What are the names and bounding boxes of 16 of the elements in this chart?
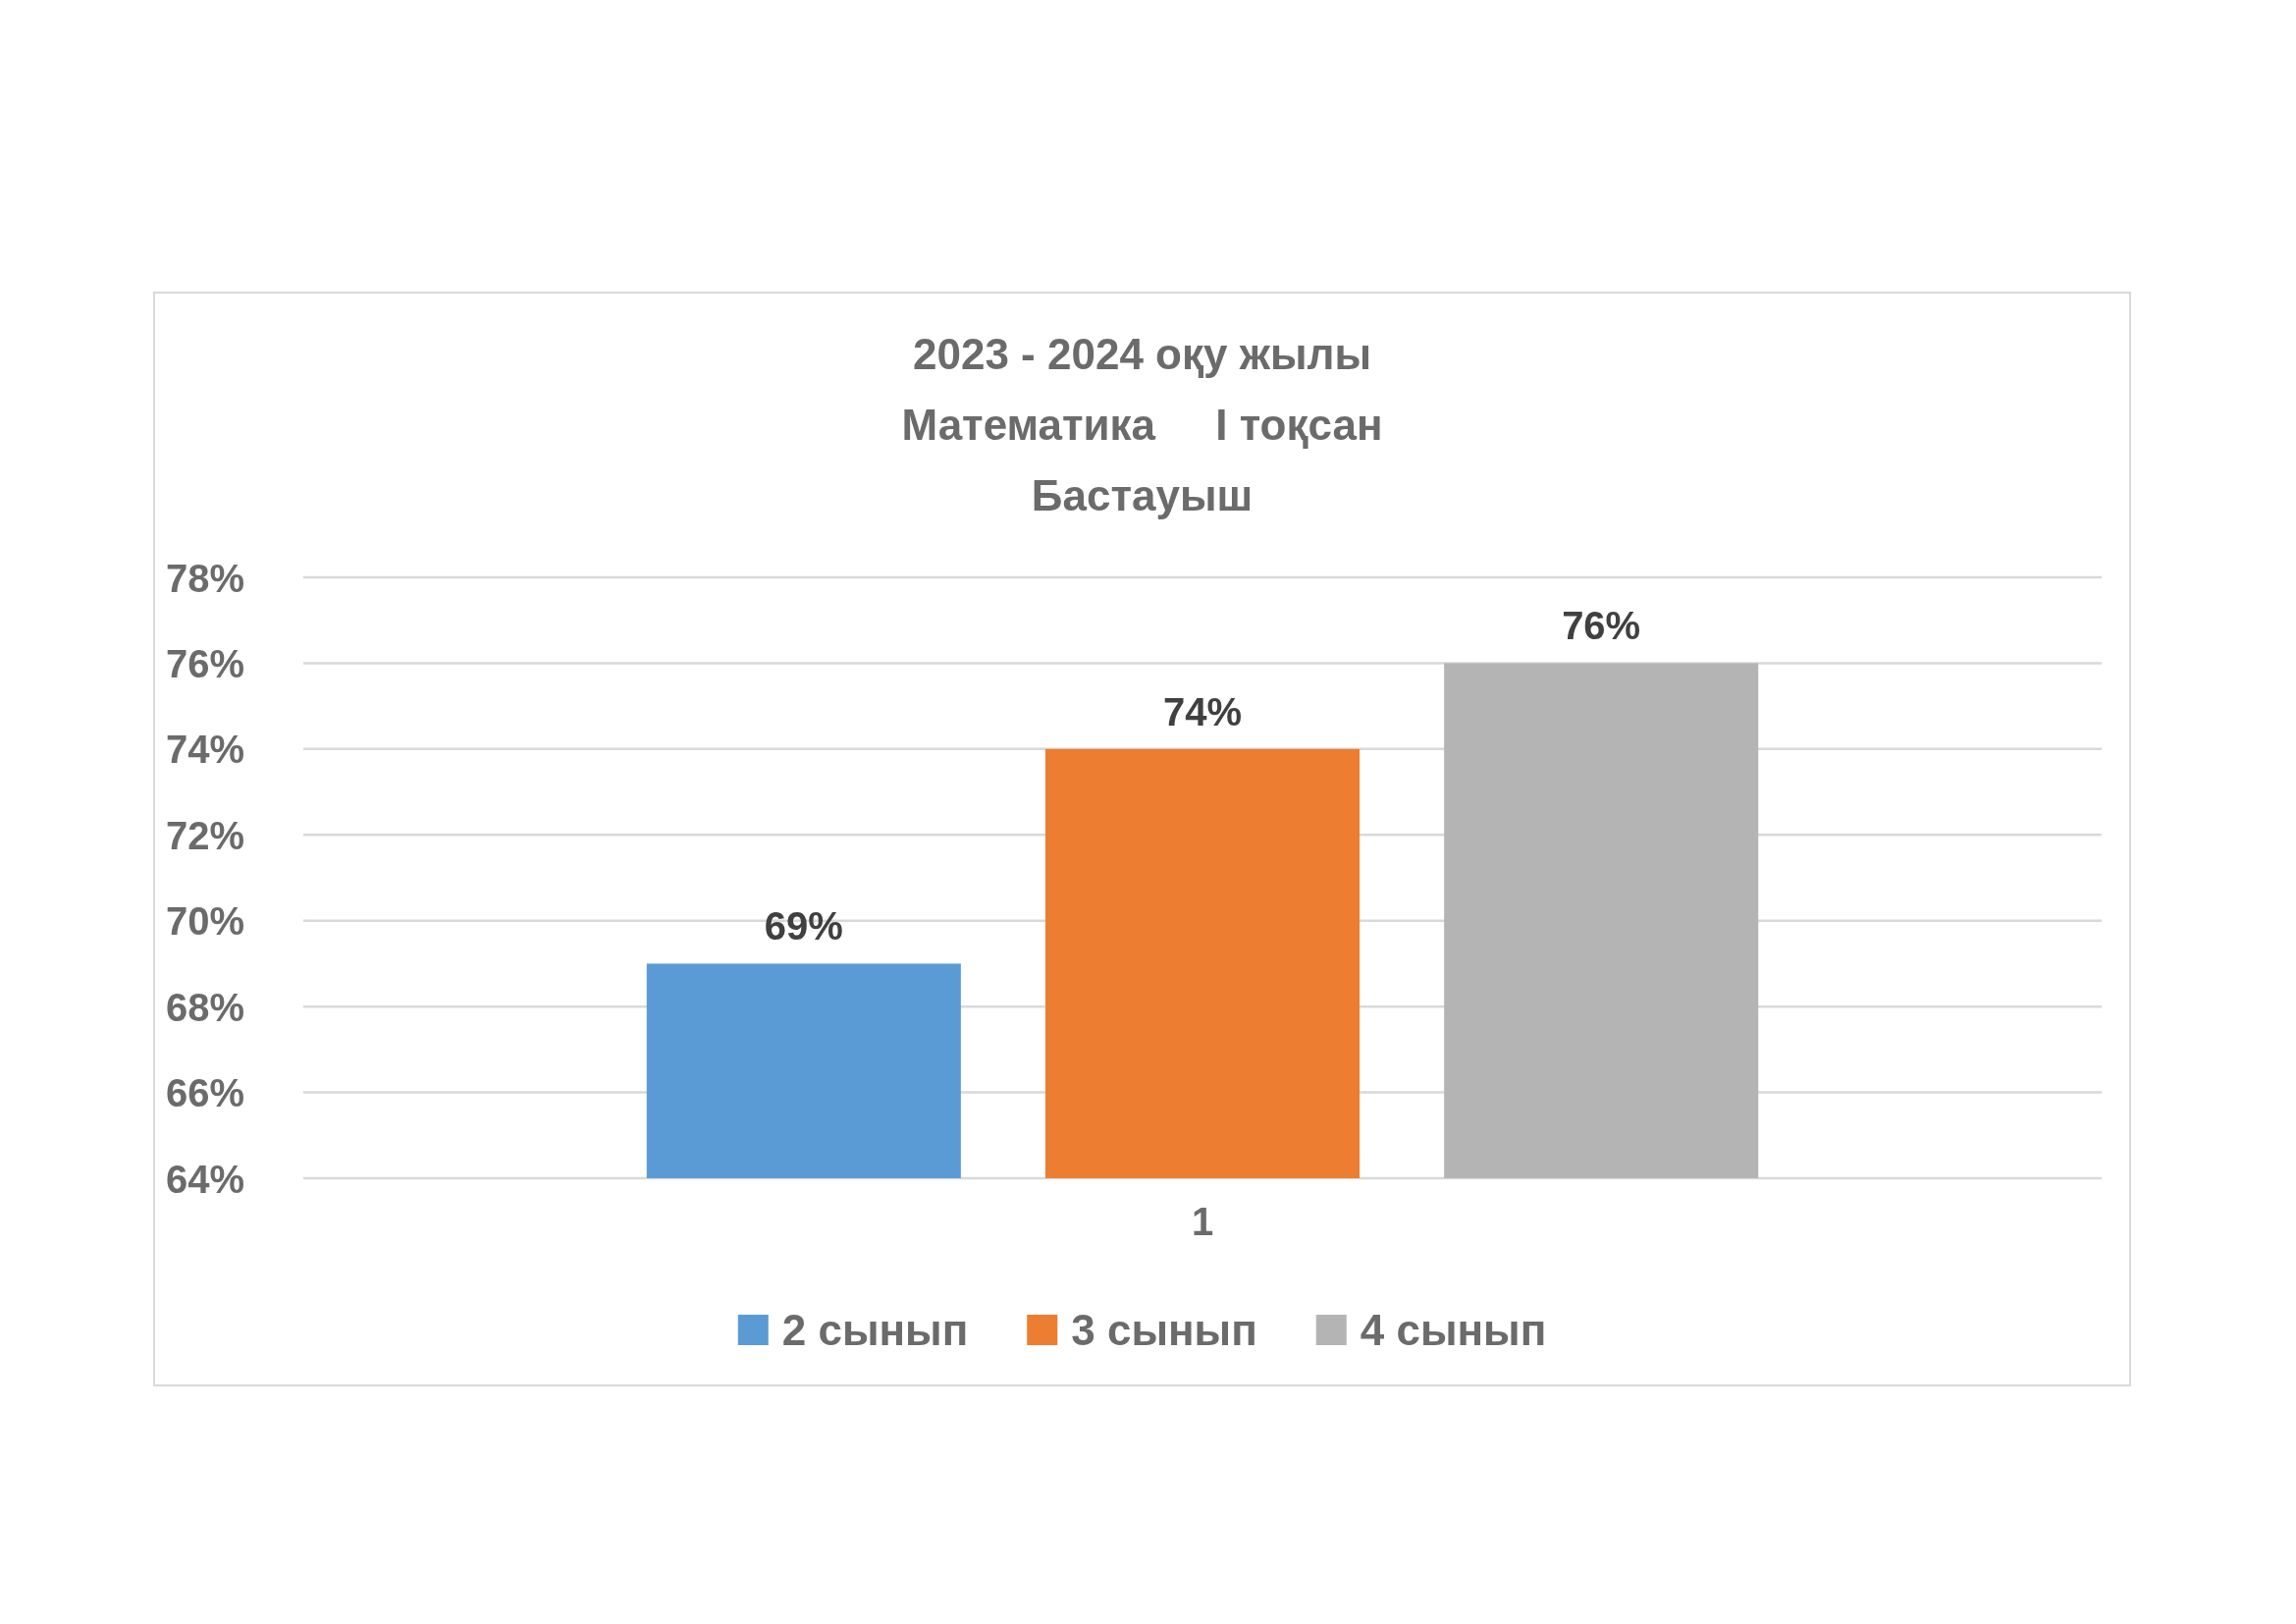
chart-title: 2023 - 2024 оқу жылы Математика I тоқсан Бастауыш bbox=[901, 330, 1383, 519]
y-tick-label: 70% bbox=[165, 899, 245, 944]
data-label: 69% bbox=[764, 904, 843, 948]
y-tick-label: 78% bbox=[165, 556, 245, 600]
legend-label: 2 сынып bbox=[781, 1306, 969, 1354]
y-tick-label: 64% bbox=[165, 1157, 245, 1201]
y-tick-label: 68% bbox=[165, 985, 245, 1029]
y-tick-label: 74% bbox=[165, 728, 245, 772]
x-tick-label: 1 bbox=[1191, 1200, 1214, 1244]
data-label: 74% bbox=[1162, 689, 1243, 733]
legend-label: 3 сынып bbox=[1071, 1306, 1257, 1354]
y-tick-label: 66% bbox=[165, 1071, 245, 1115]
y-tick-label: 76% bbox=[165, 641, 245, 685]
legend-label: 4 сынып bbox=[1360, 1306, 1547, 1354]
data-label: 76% bbox=[1562, 604, 1641, 648]
y-tick-label: 72% bbox=[165, 813, 245, 857]
